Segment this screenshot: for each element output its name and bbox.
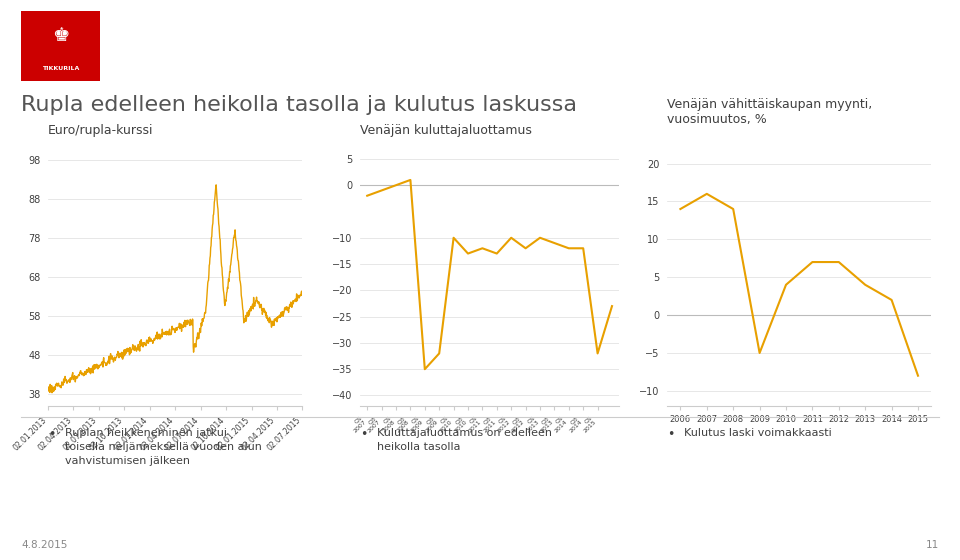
Text: Kuluttajaluottamus on edelleen
heikolla tasolla: Kuluttajaluottamus on edelleen heikolla … <box>377 428 552 452</box>
Text: Euro/rupla-kurssi: Euro/rupla-kurssi <box>48 124 154 137</box>
Text: TIKKURILA: TIKKURILA <box>42 66 79 71</box>
Text: Venäjän vähittäiskaupan myynti,
vuosimuutos, %: Venäjän vähittäiskaupan myynti, vuosimuu… <box>667 98 873 126</box>
Text: Kulutus laski voimakkaasti: Kulutus laski voimakkaasti <box>684 428 832 438</box>
Text: 4.8.2015: 4.8.2015 <box>21 540 67 550</box>
Text: Ruplan heikkeneminen jatkui
toisella neljänneksellä vuoden alun
vahvistumisen jä: Ruplan heikkeneminen jatkui toisella nel… <box>65 428 262 466</box>
Text: ♚: ♚ <box>52 26 69 45</box>
Text: Rupla edelleen heikolla tasolla ja kulutus laskussa: Rupla edelleen heikolla tasolla ja kulut… <box>21 95 577 115</box>
Text: •: • <box>667 428 675 441</box>
Text: •: • <box>360 428 368 441</box>
Text: 11: 11 <box>925 540 939 550</box>
Text: Venäjän kuluttajaluottamus: Venäjän kuluttajaluottamus <box>360 124 532 137</box>
Text: •: • <box>48 428 56 441</box>
